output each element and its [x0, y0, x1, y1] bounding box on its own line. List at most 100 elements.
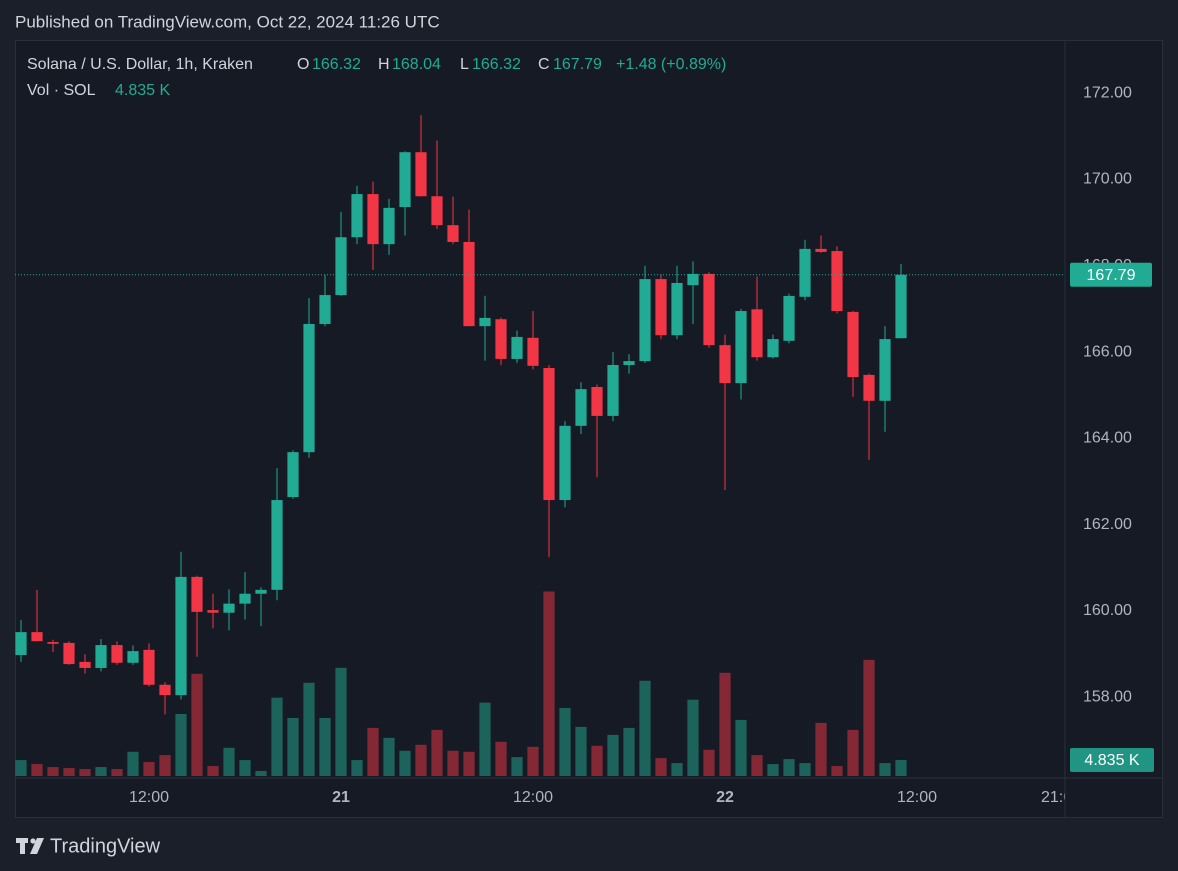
volume-bar	[351, 760, 363, 776]
candle-body	[799, 248, 811, 297]
volume-bar	[527, 746, 539, 776]
candle-body	[655, 279, 667, 336]
candle-body	[63, 642, 75, 665]
candle-body	[511, 336, 523, 359]
candle-body	[399, 152, 411, 208]
candle-body	[543, 368, 555, 501]
candle-body	[175, 576, 187, 696]
volume-bar	[111, 769, 123, 776]
chart-panel	[15, 40, 1163, 818]
x-tick-label: 12:00	[897, 789, 937, 806]
x-tick-label: 12:00	[513, 789, 553, 806]
volume-bar	[415, 744, 427, 776]
volume-bar	[31, 764, 43, 776]
volume-bar	[831, 766, 843, 776]
candle-body	[239, 593, 251, 604]
candle-body	[831, 251, 843, 312]
candle-body	[719, 345, 731, 384]
candle-body	[479, 317, 491, 327]
ohlc-letter: H	[378, 56, 390, 73]
volume-bar	[95, 767, 107, 776]
volume-bar	[495, 741, 507, 776]
candle-body	[335, 237, 347, 296]
volume-bar	[639, 680, 651, 776]
volume-bar	[15, 760, 27, 776]
brand: TradingView	[50, 835, 161, 857]
volume-bar	[143, 762, 155, 776]
candle-body	[735, 311, 747, 384]
volume-bar	[239, 760, 251, 776]
candle-body	[223, 603, 235, 613]
volume-tag	[1070, 747, 1154, 772]
volume-title: Vol · SOL	[27, 82, 96, 99]
symbol-title: Solana / U.S. Dollar, 1h, Kraken	[27, 56, 253, 73]
candle-body	[815, 248, 827, 252]
candle-body	[703, 273, 715, 346]
candle-body	[671, 282, 683, 336]
ohlc-value: 167.79	[553, 56, 602, 73]
volume-bar	[895, 759, 907, 776]
candle-body	[687, 273, 699, 286]
ohlc-letter: C	[538, 56, 550, 73]
candle-body	[463, 241, 475, 327]
candle-body	[607, 364, 619, 416]
volume-bar	[127, 751, 139, 776]
candle-body	[895, 274, 907, 339]
volume-bar	[303, 682, 315, 776]
volume-bar	[175, 713, 187, 776]
x-tick-label: 21:00	[1041, 789, 1081, 806]
candle-body	[191, 576, 203, 612]
candle-body	[495, 319, 507, 359]
volume-bar	[191, 673, 203, 776]
volume-bar	[767, 764, 779, 776]
price-tag	[1070, 262, 1152, 287]
volume-bar	[591, 745, 603, 776]
candle-body	[287, 452, 299, 498]
y-tick-label: 172.00	[1083, 84, 1132, 101]
volume-bar	[815, 722, 827, 776]
volume-bar	[623, 727, 635, 776]
candle-body	[47, 642, 59, 644]
volume-bar	[687, 699, 699, 776]
candle-body	[863, 374, 875, 401]
volume-bar	[287, 717, 299, 776]
volume-bar	[271, 697, 283, 776]
candle-body	[271, 500, 283, 590]
volume-bar	[367, 727, 379, 776]
candle-body	[15, 632, 27, 655]
candle-body	[415, 152, 427, 197]
candle-body	[383, 207, 395, 245]
candle-body	[303, 323, 315, 453]
candle-body	[31, 632, 43, 642]
volume-bar	[335, 667, 347, 776]
candle-body	[351, 194, 363, 238]
volume-bar	[511, 757, 523, 776]
ohlc-value: 166.32	[472, 56, 521, 73]
volume-bar	[399, 750, 411, 776]
volume-bar	[575, 726, 587, 776]
y-tick-label: 162.00	[1083, 516, 1132, 533]
volume-bar	[847, 729, 859, 776]
volume-bar	[751, 755, 763, 776]
volume-bar	[479, 702, 491, 776]
candle-body	[127, 651, 139, 663]
volume-bar	[783, 759, 795, 776]
candle-body	[447, 225, 459, 242]
price-tag-label: 167.79	[1087, 267, 1136, 284]
volume-bar	[463, 751, 475, 776]
candle-body	[751, 309, 763, 358]
volume-bar	[431, 729, 443, 776]
ohlc-letter: L	[460, 56, 469, 73]
y-tick-label: 166.00	[1083, 343, 1132, 360]
candle-body	[591, 386, 603, 416]
y-tick-label: 160.00	[1083, 602, 1132, 619]
ohlc-value: 166.32	[312, 56, 361, 73]
volume-value: 4.835 K	[115, 82, 170, 99]
candle-body	[847, 311, 859, 378]
volume-bar	[879, 763, 891, 776]
x-tick-label: 12:00	[129, 789, 169, 806]
candle-body	[575, 389, 587, 426]
candle-body	[143, 649, 155, 685]
candle-body	[783, 295, 795, 341]
candle-body	[767, 339, 779, 358]
